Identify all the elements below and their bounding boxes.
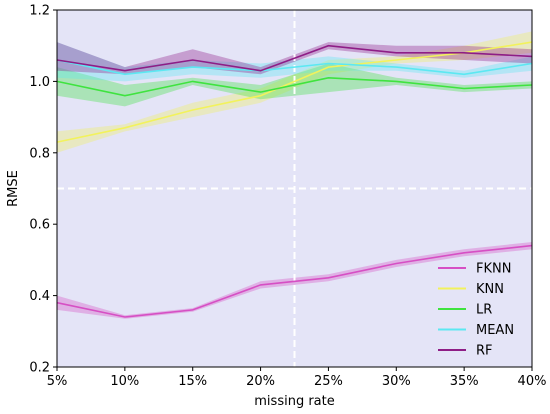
legend-label-mean: MEAN <box>476 323 514 338</box>
x-tick-label: 40% <box>518 374 547 389</box>
x-tick-label: 15% <box>178 374 207 389</box>
x-tick-label: 35% <box>450 374 479 389</box>
y-tick-label: 0.6 <box>29 218 50 233</box>
x-tick-label: 5% <box>47 374 68 389</box>
y-axis-label: RMSE <box>6 170 21 207</box>
y-tick-label: 1.2 <box>29 4 50 19</box>
line-mean <box>56 59 533 76</box>
x-tick-label: 25% <box>314 374 343 389</box>
line-knn <box>56 41 533 143</box>
x-tick-label: 10% <box>110 374 139 389</box>
y-tick-label: 0.8 <box>29 146 50 161</box>
legend-label-knn: KNN <box>476 282 504 297</box>
band-knn <box>57 31 532 153</box>
plot-frame <box>56 9 533 368</box>
band-mean <box>57 42 532 82</box>
series-lines <box>56 41 533 318</box>
legend-label-fknn: FKNN <box>476 262 511 277</box>
y-axis: 0.2 0.4 0.6 0.8 1.0 1.2 <box>29 4 57 376</box>
x-tick-label: 30% <box>382 374 411 389</box>
line-lr <box>56 76 533 97</box>
line-fknn <box>56 244 533 318</box>
y-tick-label: 0.2 <box>29 361 50 376</box>
legend-label-lr: LR <box>476 303 492 318</box>
x-tick-label: 20% <box>246 374 275 389</box>
y-tick-label: 0.4 <box>29 289 50 304</box>
x-axis-label: missing rate <box>254 394 334 409</box>
x-axis: 5% 10% 15% 20% 25% 30% 35% 40% <box>47 367 547 389</box>
reference-lines <box>57 10 532 367</box>
legend: FKNN KNN LR MEAN RF <box>438 262 514 359</box>
legend-label-rf: RF <box>476 344 493 359</box>
line-rf <box>56 44 533 72</box>
y-tick-label: 1.0 <box>29 75 50 90</box>
